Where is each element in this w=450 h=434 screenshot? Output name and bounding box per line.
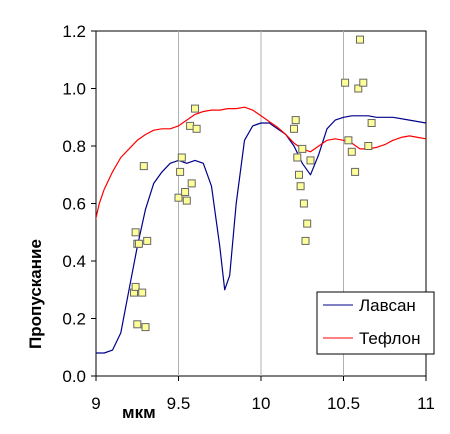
scatter-point	[133, 320, 142, 329]
scatter-point	[296, 182, 305, 191]
scatter-point	[303, 219, 312, 228]
scatter-point	[192, 124, 201, 133]
scatter-point	[356, 35, 364, 44]
y-tick-label: 0.0	[62, 367, 86, 386]
scatter-point	[182, 196, 191, 205]
scatter-point	[134, 239, 143, 248]
scatter-point	[341, 78, 350, 87]
scatter-point	[299, 199, 308, 208]
scatter-point	[181, 188, 190, 196]
scatter-point	[176, 167, 185, 176]
scatter-point	[187, 179, 196, 188]
scatter-point	[301, 236, 310, 245]
scatter-point	[351, 167, 360, 176]
scatter-point	[177, 153, 186, 162]
scatter-point	[131, 282, 140, 291]
scatter-point	[298, 144, 307, 153]
scatter-point	[290, 124, 298, 133]
series-lines	[96, 106, 426, 354]
x-tick-label: 10	[252, 394, 271, 413]
scatter-point	[186, 121, 195, 130]
scatter-point	[139, 162, 148, 171]
x-axis-title: мкм	[122, 403, 156, 422]
y-tick-label: 0.2	[62, 310, 86, 329]
scatter-point	[364, 142, 373, 150]
x-tick-label: 11	[417, 394, 435, 413]
legend-label-lavsan: Лавсан	[359, 296, 416, 315]
scatter-point	[295, 170, 303, 179]
scatter-point	[141, 323, 150, 332]
legend-label-teflon: Тефлон	[359, 329, 420, 348]
scatter-point	[191, 104, 199, 113]
y-tick-label: 0.6	[62, 195, 86, 214]
scatter-point	[367, 119, 376, 127]
scatter-point	[138, 288, 147, 297]
legend: Лавсан Тефлон	[316, 291, 435, 355]
y-tick-label: 1.0	[62, 80, 86, 99]
x-tick-labels: 9 9.5 10 10.5 11	[91, 394, 435, 413]
scatter-point	[344, 136, 353, 145]
y-tick-label: 0.8	[62, 137, 86, 156]
x-tick-label: 10.5	[327, 394, 360, 413]
scatter-points	[130, 35, 376, 332]
y-tick-label: 1.2	[62, 22, 86, 41]
scatter-point	[131, 228, 140, 237]
scatter-point	[354, 84, 363, 93]
scatter-point	[359, 78, 368, 87]
scatter-point	[293, 153, 302, 162]
scatter-point	[291, 116, 300, 125]
scatter-point	[347, 147, 356, 156]
series-line-teflon	[96, 106, 426, 221]
series-line-lavsan	[96, 115, 426, 354]
x-tick-label: 9.5	[167, 394, 191, 413]
y-tick-label: 0.4	[62, 252, 86, 271]
scatter-point	[174, 193, 183, 202]
scatter-point	[306, 156, 315, 165]
x-tick-label: 9	[91, 394, 100, 413]
scatter-point	[143, 236, 152, 245]
legend-box	[316, 291, 435, 355]
y-tick-labels: 0.0 0.2 0.4 0.6 0.8 1.0 1.2	[62, 22, 86, 386]
y-axis-title: Пропускание	[26, 239, 45, 349]
